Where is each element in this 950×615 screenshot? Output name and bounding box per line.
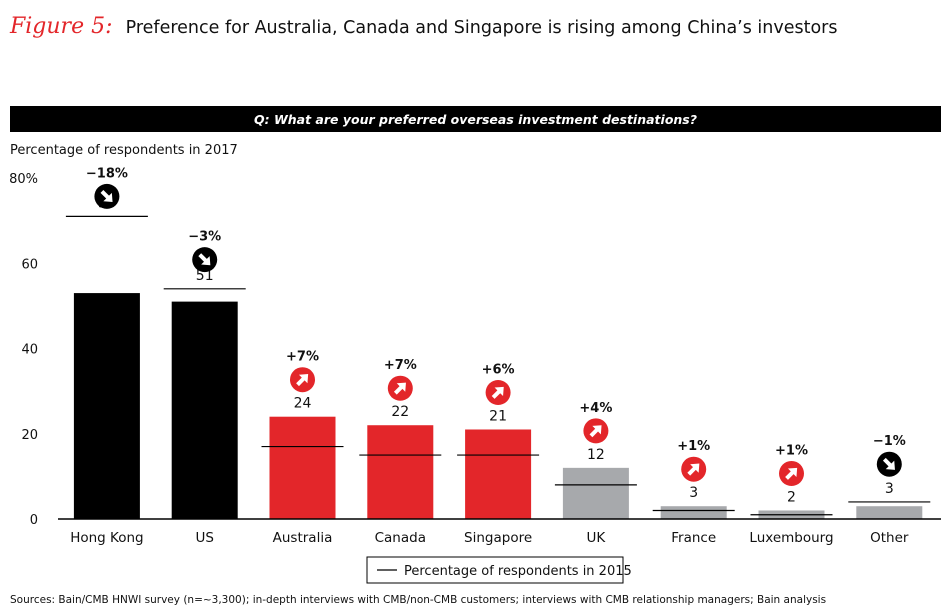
change-label: −18%	[86, 166, 128, 181]
data-label: 24	[294, 396, 312, 412]
source-note: Sources: Bain/CMB HNWI survey (n=~3,300)…	[10, 594, 827, 606]
bar	[856, 506, 923, 519]
x-tick-label: Australia	[273, 530, 333, 546]
y-tick-label: 80%	[9, 172, 38, 187]
arrow-down-glyph	[882, 457, 895, 470]
x-tick-label: US	[195, 530, 213, 546]
data-label: 22	[391, 404, 409, 420]
change-label: +1%	[677, 439, 710, 454]
change-label: +7%	[384, 358, 417, 373]
y-tick-label: 0	[30, 513, 38, 528]
figure-title: Figure 5: Preference for Australia, Cana…	[10, 14, 838, 44]
y-tick-label: 40	[21, 343, 38, 358]
data-label: 12	[587, 447, 605, 463]
x-tick-label: Other	[870, 530, 909, 546]
data-label: 3	[689, 485, 698, 501]
change-label: +4%	[579, 401, 612, 416]
legend-label: Percentage of respondents in 2015	[404, 564, 632, 579]
change-label: +6%	[482, 362, 515, 377]
legend-box	[366, 556, 624, 584]
title-text: Preference for Australia, Canada and Sin…	[125, 18, 838, 38]
arrow-down-glyph	[198, 253, 211, 266]
y-tick-label: 20	[21, 428, 38, 443]
arrow-up-glyph	[589, 425, 602, 438]
x-tick-label: UK	[587, 530, 607, 546]
bar	[171, 301, 238, 519]
x-tick-label: Luxembourg	[749, 530, 833, 546]
change-label: −1%	[873, 434, 906, 449]
bar	[465, 429, 532, 519]
bar	[660, 506, 727, 519]
arrow-up-glyph	[393, 382, 406, 395]
x-tick-label: Singapore	[464, 530, 532, 546]
x-tick-label: Canada	[375, 530, 426, 546]
figure-label: Figure 5:	[10, 14, 113, 39]
data-label: 3	[885, 481, 894, 497]
data-label: 2	[787, 489, 796, 505]
data-label: 21	[489, 408, 507, 424]
y-tick-label: 60	[21, 257, 38, 272]
bar	[367, 425, 434, 519]
question-bar: Q: What are your preferred overseas inve…	[10, 106, 941, 132]
arrow-up-glyph	[491, 386, 504, 399]
arrow-up-glyph	[687, 463, 700, 476]
bar	[562, 467, 629, 519]
arrow-up-glyph	[296, 374, 309, 387]
data-label: 51	[196, 268, 214, 284]
arrow-down-glyph	[100, 189, 113, 203]
bar	[269, 416, 336, 519]
change-label: +7%	[286, 350, 319, 365]
x-tick-label: Hong Kong	[70, 530, 143, 546]
question-text: Q: What are your preferred overseas inve…	[254, 111, 697, 127]
arrow-up-glyph	[785, 467, 798, 480]
y-axis-label: Percentage of respondents in 2017	[10, 143, 238, 158]
change-label: −3%	[188, 230, 221, 245]
change-label: +1%	[775, 443, 808, 458]
bar	[73, 293, 140, 519]
x-tick-label: France	[671, 530, 716, 546]
